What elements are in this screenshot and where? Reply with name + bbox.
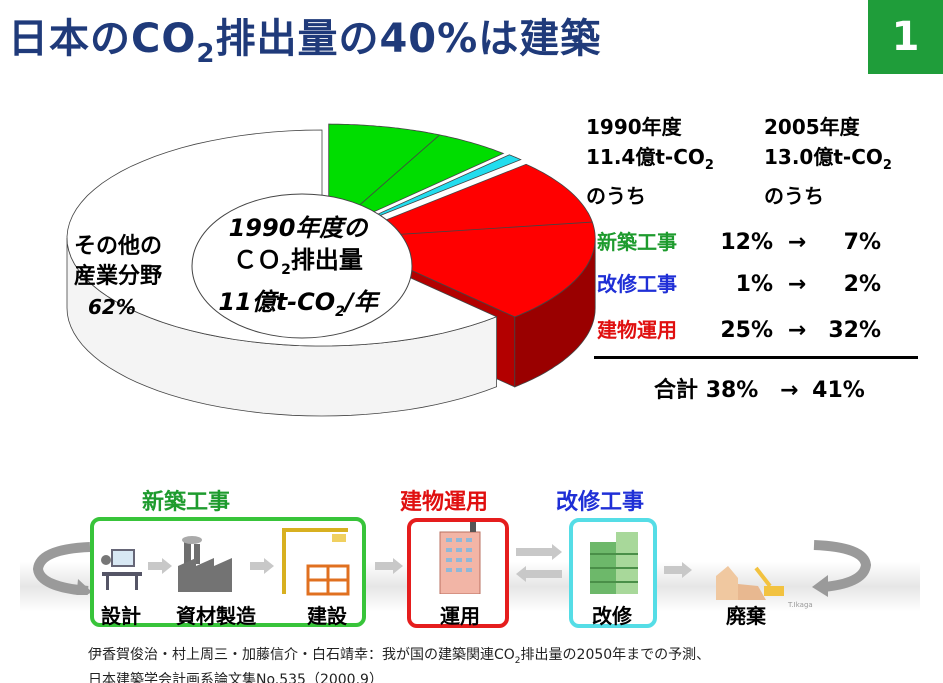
- row-label: 新築工事: [597, 230, 677, 254]
- cycle-arrow-left-icon: [32, 542, 92, 595]
- slide-number-badge: 1: [868, 0, 943, 74]
- flow-arrow-back-icon: [516, 566, 562, 582]
- flow-arrow-icon: [664, 562, 692, 578]
- col1-line2-sub: 2: [704, 158, 714, 173]
- center-line3: 11億t-CO2/年: [198, 286, 398, 328]
- year-2005-header: 2005年度 13.0億t-CO2 のうち: [764, 112, 892, 211]
- col1-line2-pre: 11.4億t-CO: [586, 145, 705, 169]
- crane-icon: [282, 528, 350, 596]
- col2-line3: のうち: [764, 184, 824, 208]
- pie-center-label: 1990年度の ＣＯ2排出量 11億t-CO2/年: [198, 212, 398, 328]
- center-line3-sub: 2: [335, 303, 345, 320]
- flow-arrow-icon: [148, 558, 172, 574]
- flow-arrow-icon: [516, 544, 562, 560]
- total-label: 合計: [654, 378, 699, 403]
- value-2005: 7%: [843, 230, 881, 255]
- center-line2-sub: 2: [281, 261, 291, 278]
- col2-line1: 2005年度: [764, 115, 860, 139]
- slice-renovation: [334, 154, 522, 234]
- factory-icon: [178, 536, 232, 592]
- row-new-construction: 新築工事 12% → 7%: [597, 226, 881, 255]
- stage-title-new-construction: 新築工事: [142, 490, 231, 515]
- row-building-operation: 建物運用 25% → 32%: [597, 314, 881, 343]
- col2-line2: 13.0億t-CO2: [764, 142, 892, 181]
- other-sector-label: その他の 産業分野 62%: [74, 232, 162, 322]
- col1-line2: 11.4億t-CO2: [586, 142, 714, 181]
- value-1990: 25%: [720, 318, 773, 343]
- caption-demolition: 廃棄: [726, 604, 766, 628]
- row-renovation: 改修工事 1% → 2%: [597, 268, 881, 297]
- center-line2-post: 排出量: [290, 246, 363, 274]
- total-row: 合計 38% → 41%: [654, 372, 865, 404]
- caption-construction: 建設: [307, 604, 347, 628]
- total-1990: 38%: [705, 378, 759, 403]
- pie-center-disc: [191, 193, 413, 339]
- citation-line1: 伊香賀俊治・村上周三・加藤信介・白石靖幸：我が国の建築関連CO2排出量の2050…: [88, 646, 710, 671]
- caption-renovation: 改修: [592, 604, 632, 628]
- value-1990: 1%: [735, 272, 773, 297]
- citation: 伊香賀俊治・村上周三・加藤信介・白石靖幸：我が国の建築関連CO2排出量の2050…: [88, 646, 710, 683]
- title-post: 排出量の40%は建築: [215, 16, 602, 62]
- center-line3-post: /年: [344, 287, 378, 316]
- year-1990-header: 1990年度 11.4億t-CO2 のうち: [586, 112, 714, 211]
- arrow-icon: →: [787, 230, 807, 255]
- citation-line1-pre: 伊香賀俊治・村上周三・加藤信介・白石靖幸：我が国の建築関連CO: [88, 647, 515, 663]
- cycle-arrow-right-icon: [812, 540, 872, 597]
- caption-materials: 資材製造: [176, 604, 256, 628]
- col2-line2-sub: 2: [882, 158, 892, 173]
- center-line2: ＣＯ2排出量: [198, 244, 398, 286]
- slice-new-construction: [328, 123, 505, 233]
- flow-arrow-icon: [250, 558, 274, 574]
- other-pct: 62%: [88, 295, 136, 319]
- center-line3-pre: 11億t-CO: [218, 287, 336, 316]
- col2-line2-pre: 13.0億t-CO: [764, 145, 883, 169]
- col1-line3: のうち: [586, 184, 646, 208]
- other-line1: その他の: [74, 234, 163, 259]
- flow-arrow-icon: [375, 558, 403, 574]
- demolition-icon: [716, 566, 784, 600]
- caption-design: 設計: [101, 604, 141, 628]
- co2-pie-chart: [66, 123, 596, 417]
- title-pre: 日本のCO: [8, 16, 197, 62]
- caption-operation: 運用: [440, 604, 480, 628]
- center-line2-pre: ＣＯ: [233, 246, 282, 274]
- slice-operation: [339, 163, 596, 318]
- pie-tops: [66, 123, 596, 347]
- value-1990: 12%: [720, 230, 773, 255]
- arrow-icon: →: [780, 378, 799, 403]
- row-label: 改修工事: [597, 272, 677, 296]
- table-divider: [594, 356, 918, 359]
- citation-line2: 日本建築学会計画系論文集No.535（2000.9）: [88, 671, 383, 683]
- renovation-building-icon: [590, 532, 638, 594]
- other-line2: 産業分野: [74, 264, 163, 289]
- computer-desk-icon: [101, 549, 142, 590]
- stage-title-renovation: 改修工事: [556, 490, 645, 515]
- arrow-icon: →: [787, 318, 807, 343]
- row-label: 建物運用: [597, 318, 677, 342]
- total-2005: 41%: [812, 378, 865, 403]
- image-credit: T.Ikaga: [788, 601, 813, 609]
- center-line1: 1990年度の: [228, 214, 368, 242]
- office-building-icon: [439, 522, 481, 594]
- citation-line1-sub: 2: [514, 655, 521, 666]
- arrow-icon: →: [787, 272, 807, 297]
- value-2005: 32%: [828, 318, 881, 343]
- citation-line1-post: 排出量の2050年までの予測、: [520, 647, 711, 663]
- title-sub: 2: [196, 39, 216, 69]
- value-2005: 2%: [843, 272, 881, 297]
- stage-title-operation: 建物運用: [400, 490, 489, 515]
- col1-line1: 1990年度: [586, 115, 682, 139]
- page-title: 日本のCO2排出量の40%は建築: [8, 6, 601, 69]
